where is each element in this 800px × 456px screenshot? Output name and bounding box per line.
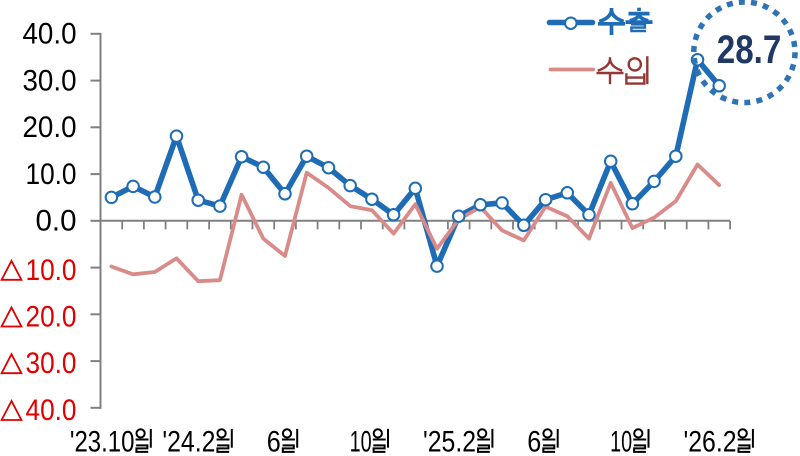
svg-text:0.0: 0.0	[36, 205, 77, 238]
svg-text:10.0: 10.0	[26, 254, 77, 287]
svg-text:30.0: 30.0	[23, 65, 77, 98]
svg-text:'26.2: '26.2	[684, 426, 737, 456]
svg-text:40.0: 40.0	[23, 18, 77, 51]
svg-text:40.0: 40.0	[26, 394, 77, 427]
svg-text:28.7: 28.7	[717, 28, 782, 72]
svg-text:20.0: 20.0	[23, 111, 77, 144]
svg-text:10.0: 10.0	[26, 158, 77, 191]
svg-text:10: 10	[350, 426, 372, 456]
svg-text:'23.10: '23.10	[70, 426, 134, 456]
svg-text:'24.2: '24.2	[162, 426, 215, 456]
svg-text:'25.2: '25.2	[423, 426, 476, 456]
svg-text:6: 6	[267, 426, 281, 456]
svg-text:20.0: 20.0	[26, 301, 77, 334]
svg-text:30.0: 30.0	[26, 347, 77, 380]
svg-text:10: 10	[610, 426, 632, 456]
svg-text:6: 6	[527, 426, 541, 456]
